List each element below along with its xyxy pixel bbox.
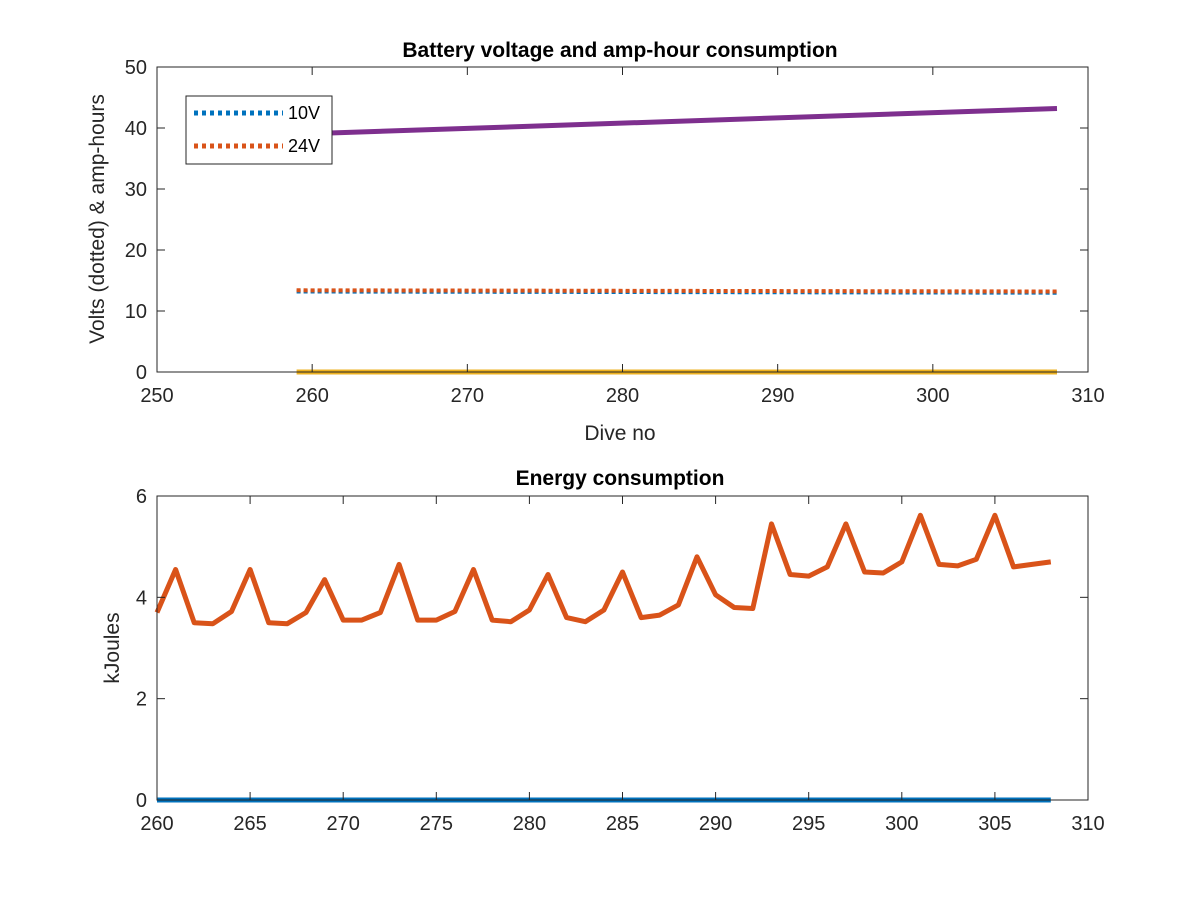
x-tick-label: 275: [420, 813, 453, 835]
legend-box: [185, 95, 333, 165]
x-tick-label: 280: [513, 813, 546, 835]
y-tick-label: 30: [125, 179, 147, 201]
x-axis-label: Dive no: [584, 422, 655, 445]
x-tick-label: 310: [1071, 385, 1104, 407]
energy-consumption-chart: 260 265 270 275 280 285 290 295 300 305 310 0 2 4 6 En…: [101, 467, 1105, 835]
legend-label-10v: 10V: [288, 103, 320, 123]
x-tick-label: 300: [916, 385, 949, 407]
y-tick-label: 20: [125, 240, 147, 262]
y-axis-label: kJoules: [101, 612, 124, 683]
y-tick-label: 4: [136, 587, 147, 609]
battery-voltage-chart: 250 260 270 280 290 300 310 0 10 20 30 40 50 Battery…: [86, 39, 1105, 445]
y-tick-label: 10: [125, 301, 147, 323]
x-tick-label: 305: [978, 813, 1011, 835]
x-tick-label: 265: [233, 813, 266, 835]
y-tick-label: 0: [136, 790, 147, 812]
legend: 10V 24V: [185, 95, 333, 165]
x-tick-label: 260: [140, 813, 173, 835]
plot-area: [157, 496, 1088, 800]
x-tick-label: 290: [761, 385, 794, 407]
legend-label-24v: 24V: [288, 136, 320, 156]
x-tick-label: 285: [606, 813, 639, 835]
x-tick-label: 270: [451, 385, 484, 407]
x-tick-label: 270: [327, 813, 360, 835]
series-line-24v: [296, 288, 1058, 294]
x-tick-label: 250: [140, 385, 173, 407]
y-tick-label: 2: [136, 689, 147, 711]
series-line-3: [296, 106, 1058, 137]
chart-title: Energy consumption: [516, 467, 725, 490]
x-tick-label: 300: [885, 813, 918, 835]
series-line-1: [154, 512, 1052, 627]
y-tick-label: 0: [136, 362, 147, 384]
chart-title: Battery voltage and amp-hour consumption: [402, 39, 837, 62]
x-tick-label: 280: [606, 385, 639, 407]
x-tick-label: 310: [1071, 813, 1104, 835]
y-tick-label: 40: [125, 118, 147, 140]
x-tick-label: 295: [792, 813, 825, 835]
y-tick-label: 6: [136, 486, 147, 508]
y-tick-label: 50: [125, 57, 147, 79]
y-axis-label: Volts (dotted) & amp-hours: [86, 94, 109, 344]
x-tick-label: 260: [295, 385, 328, 407]
x-tick-label: 290: [699, 813, 732, 835]
